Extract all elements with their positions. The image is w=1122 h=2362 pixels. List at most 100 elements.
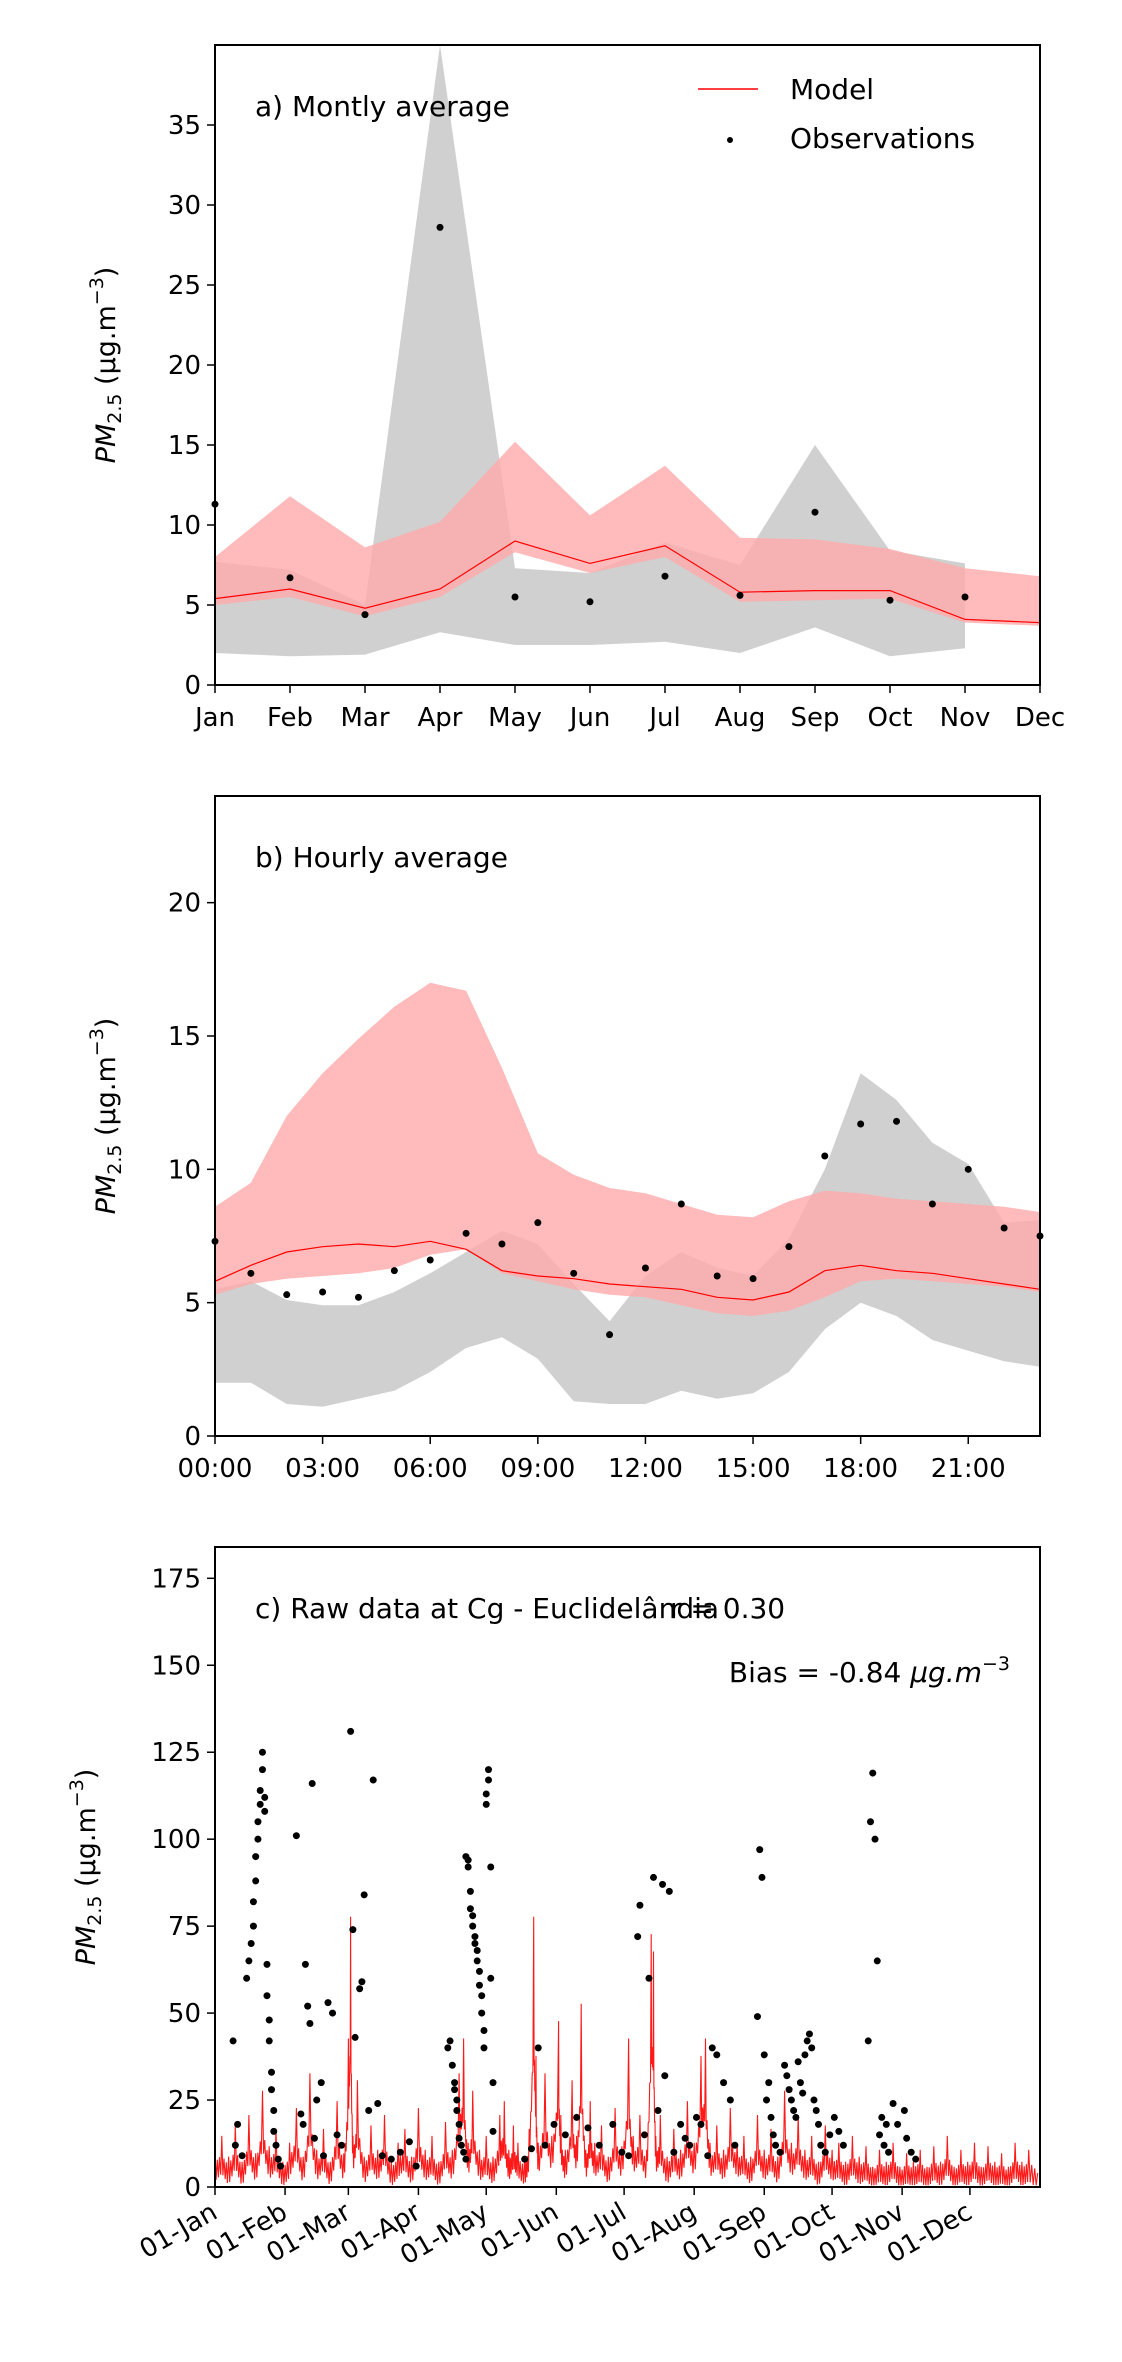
observation-point [736,591,744,599]
observation-point [426,1256,434,1264]
observation-point [812,2106,820,2114]
observation-point [317,2079,325,2087]
observation-point [1000,1224,1008,1232]
observation-point [661,572,669,580]
observation-point [871,1835,879,1843]
observation-point [365,2106,373,2114]
ytick-label: 100 [151,1825,201,1855]
observation-point [900,2106,908,2114]
observation-point [487,1974,495,1982]
observation-point [261,1793,269,1801]
observation-point [469,1912,477,1920]
observation-point [534,2044,542,2052]
observation-point [799,2089,807,2097]
observation-point [670,2148,678,2156]
observation-point [636,1901,644,1909]
panel-a-title: a) Montly average [255,90,510,123]
xtick-label: Apr [418,703,463,733]
observation-point [873,1957,881,1965]
observation-point [839,2141,847,2149]
observation-point [907,2148,915,2156]
legend-observations-label: Observations [790,122,975,155]
ytick-label: 25 [168,271,201,301]
observation-point [263,1992,271,2000]
observation-point [561,2131,569,2139]
observation-point [460,2148,468,2156]
panel-b-ylabel: PM2.5 (μg.m−3) [86,1018,126,1215]
observation-point [808,2044,816,2052]
observation-point [886,596,894,604]
panel-a-monthly: 0 5 10 15 20 25 30 35 Jan Feb Mar Apr May Jun Jul Aug Se… [86,44,1065,733]
observation-point [726,2096,734,2104]
ytick-label: 5 [184,1289,201,1319]
observation-point [876,2131,884,2139]
model-range-band [215,982,1040,1316]
observation-point [484,1776,492,1784]
observation-point [358,1978,366,1986]
observation-point [313,2096,321,2104]
ytick-label: 10 [168,1155,201,1185]
observation-point [810,2096,818,2104]
observation-point [396,2148,404,2156]
ytick-label: 25 [168,2086,201,2116]
ytick-label: 150 [151,1651,201,1681]
xtick-label: Dec [1015,703,1065,733]
observation-point [277,2162,285,2170]
observation-point [412,2162,420,2170]
observation-point [826,2131,834,2139]
observation-point [310,2134,318,2142]
xtick-label: Oct [868,703,913,733]
observation-point [231,2141,239,2149]
observation-point [487,1863,495,1871]
panel-c-title: c) Raw data at Cg - Euclidelândia [255,1592,719,1625]
observation-point [333,2131,341,2139]
observation-point [482,1790,490,1798]
observation-point [869,1769,877,1777]
observation-point [457,2141,465,2149]
observation-point [708,2044,716,2052]
observation-point [469,1922,477,1930]
observation-point [252,1877,260,1885]
observation-point [681,2134,689,2142]
ytick-label: 15 [168,1022,201,1052]
observation-point [686,2141,694,2149]
panel-c-bias: Bias = -0.84 μg.m−3 [729,1653,1010,1689]
panel-b-frame [214,795,1041,1437]
observation-point [790,2106,798,2114]
observation-point [521,2155,529,2163]
ytick-label: 5 [184,591,201,621]
observation-point [270,2106,278,2114]
observation-point [268,2086,276,2094]
legend-model-label: Model [790,73,874,106]
observation-point [803,2037,811,2045]
observation-point [247,1269,255,1277]
observation-point [618,2148,626,2156]
xtick-label: Nov [940,703,991,733]
observation-point [776,2148,784,2156]
observation-point [405,2138,413,2146]
observation-point [360,1891,368,1899]
observation-point [550,2120,558,2128]
observation-point [374,2100,382,2108]
observation-point [489,2079,497,2087]
observation-point [455,2120,463,2128]
observation-point [238,2152,246,2160]
observation-point [462,1229,470,1237]
observation-point [369,1776,377,1784]
observation-point [489,2127,497,2135]
observation-point [297,2110,305,2118]
observation-point [758,1873,766,1881]
observation-point [378,2152,386,2160]
observation-point [654,2106,662,2114]
xtick-label: Aug [715,703,766,733]
observation-point [785,1243,793,1251]
observation-point [792,2113,800,2121]
observation-point [466,1905,474,1913]
observation-point [306,2020,314,2028]
observation-point [444,2044,452,2052]
xtick-label: May [488,703,542,733]
observation-point [272,2141,280,2149]
observation-point [704,2152,712,2160]
observation-point [349,1926,357,1934]
observation-point [464,1856,472,1864]
